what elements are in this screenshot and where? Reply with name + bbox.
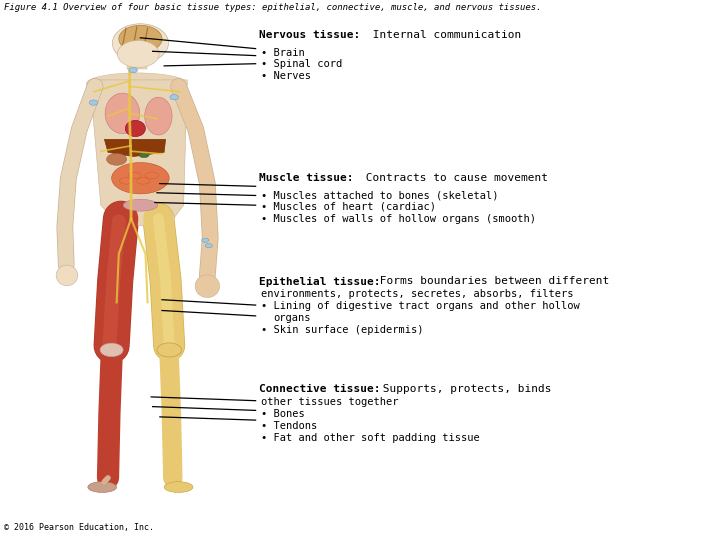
Ellipse shape xyxy=(205,244,212,248)
Ellipse shape xyxy=(117,40,159,68)
Text: • Tendons: • Tendons xyxy=(261,421,317,431)
Text: © 2016 Pearson Education, Inc.: © 2016 Pearson Education, Inc. xyxy=(4,523,153,532)
Ellipse shape xyxy=(89,100,98,105)
Ellipse shape xyxy=(112,24,168,63)
Text: • Fat and other soft padding tissue: • Fat and other soft padding tissue xyxy=(261,433,480,443)
Ellipse shape xyxy=(195,275,220,298)
Text: Epithelial tissue:: Epithelial tissue: xyxy=(259,276,381,287)
Text: • Muscles of walls of hollow organs (smooth): • Muscles of walls of hollow organs (smo… xyxy=(261,214,536,224)
Text: Forms boundaries between different: Forms boundaries between different xyxy=(373,276,609,287)
Text: Muscle tissue:: Muscle tissue: xyxy=(259,173,354,183)
Ellipse shape xyxy=(202,238,209,242)
Text: environments, protects, secretes, absorbs, filters: environments, protects, secretes, absorb… xyxy=(261,289,573,300)
Ellipse shape xyxy=(129,68,138,73)
Ellipse shape xyxy=(105,93,140,133)
Text: • Muscles of heart (cardiac): • Muscles of heart (cardiac) xyxy=(261,202,436,212)
Ellipse shape xyxy=(88,482,117,492)
Text: • Muscles attached to bones (skeletal): • Muscles attached to bones (skeletal) xyxy=(261,190,498,200)
Text: • Spinal cord: • Spinal cord xyxy=(261,59,342,70)
Ellipse shape xyxy=(139,152,149,158)
Polygon shape xyxy=(104,139,166,157)
Ellipse shape xyxy=(137,178,150,184)
Ellipse shape xyxy=(107,208,175,226)
Text: other tissues together: other tissues together xyxy=(261,397,398,408)
Ellipse shape xyxy=(170,94,179,100)
Text: • Nerves: • Nerves xyxy=(261,71,310,82)
Polygon shape xyxy=(90,80,187,221)
Ellipse shape xyxy=(123,199,158,211)
Ellipse shape xyxy=(145,172,158,179)
Ellipse shape xyxy=(100,343,123,357)
Text: Supports, protects, binds: Supports, protects, binds xyxy=(376,384,552,395)
Ellipse shape xyxy=(86,73,187,94)
Text: • Bones: • Bones xyxy=(261,409,305,420)
Text: organs: organs xyxy=(274,313,311,323)
Text: Internal communication: Internal communication xyxy=(366,30,521,40)
Ellipse shape xyxy=(112,163,169,194)
Text: Connective tissue:: Connective tissue: xyxy=(259,384,381,395)
Ellipse shape xyxy=(157,343,181,357)
Ellipse shape xyxy=(107,153,127,165)
Ellipse shape xyxy=(128,172,141,179)
Ellipse shape xyxy=(125,120,145,137)
Text: Figure 4.1 Overview of four basic tissue types: epithelial, connective, muscle, : Figure 4.1 Overview of four basic tissue… xyxy=(4,3,541,12)
Text: • Skin surface (epidermis): • Skin surface (epidermis) xyxy=(261,325,423,335)
Text: • Brain: • Brain xyxy=(261,48,305,58)
Ellipse shape xyxy=(145,97,172,135)
Text: Nervous tissue:: Nervous tissue: xyxy=(259,30,361,40)
Ellipse shape xyxy=(120,178,132,184)
Ellipse shape xyxy=(164,482,193,492)
Text: Contracts to cause movement: Contracts to cause movement xyxy=(359,173,547,183)
Ellipse shape xyxy=(56,265,78,286)
Text: • Lining of digestive tract organs and other hollow: • Lining of digestive tract organs and o… xyxy=(261,301,580,312)
Ellipse shape xyxy=(119,25,162,52)
Bar xyxy=(127,57,147,69)
